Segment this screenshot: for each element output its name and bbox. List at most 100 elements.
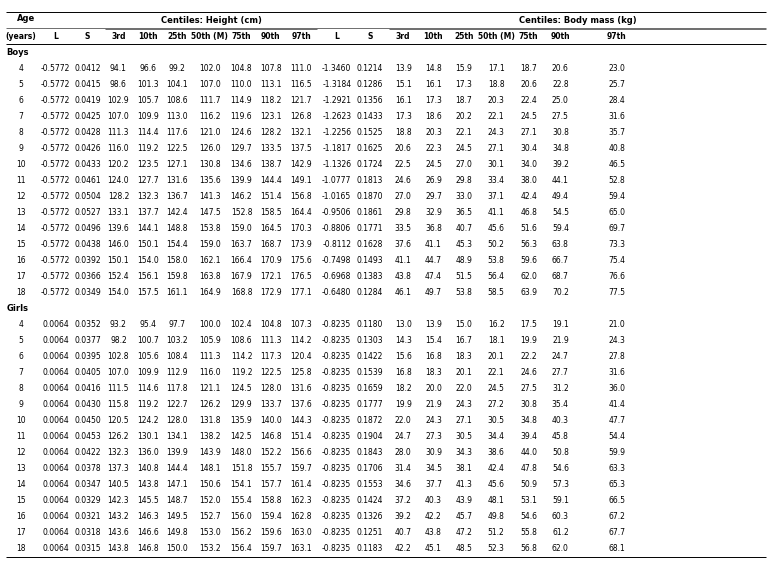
Text: 143.9: 143.9 — [199, 448, 221, 457]
Text: 161.1: 161.1 — [166, 288, 188, 297]
Text: 66.7: 66.7 — [552, 256, 569, 265]
Text: 27.2: 27.2 — [488, 400, 505, 409]
Text: 110.0: 110.0 — [231, 80, 252, 89]
Text: 155.7: 155.7 — [260, 464, 282, 473]
Text: 65.0: 65.0 — [608, 208, 625, 217]
Text: 0.1383: 0.1383 — [357, 272, 383, 281]
Text: 12: 12 — [16, 192, 26, 201]
Text: 19.1: 19.1 — [552, 320, 569, 329]
Text: -0.8235: -0.8235 — [322, 416, 351, 425]
Text: 143.8: 143.8 — [108, 544, 129, 553]
Text: -0.8235: -0.8235 — [322, 512, 351, 521]
Text: 20.2: 20.2 — [455, 112, 472, 121]
Text: 63.3: 63.3 — [608, 464, 625, 473]
Text: 123.5: 123.5 — [137, 160, 159, 169]
Text: 19.9: 19.9 — [520, 336, 537, 345]
Text: -0.8235: -0.8235 — [322, 432, 351, 441]
Text: 154.0: 154.0 — [108, 288, 129, 297]
Text: 47.8: 47.8 — [520, 464, 537, 473]
Text: 133.5: 133.5 — [260, 144, 282, 153]
Text: 10: 10 — [16, 416, 26, 425]
Text: 159.4: 159.4 — [260, 512, 282, 521]
Text: 102.0: 102.0 — [199, 64, 221, 73]
Text: 46.8: 46.8 — [520, 208, 537, 217]
Text: 54.4: 54.4 — [608, 432, 625, 441]
Text: 124.0: 124.0 — [108, 176, 129, 185]
Text: 164.5: 164.5 — [260, 224, 282, 233]
Text: 0.0064: 0.0064 — [43, 512, 69, 521]
Text: 5: 5 — [19, 336, 23, 345]
Text: 0.0064: 0.0064 — [43, 336, 69, 345]
Text: 114.4: 114.4 — [137, 128, 159, 137]
Text: 0.0392: 0.0392 — [74, 256, 101, 265]
Text: 0.1303: 0.1303 — [357, 336, 383, 345]
Text: 22.1: 22.1 — [455, 128, 472, 137]
Text: 0.0496: 0.0496 — [74, 224, 101, 233]
Text: 30.5: 30.5 — [455, 432, 472, 441]
Text: 4: 4 — [19, 64, 23, 73]
Text: 27.0: 27.0 — [455, 160, 472, 169]
Text: 38.1: 38.1 — [455, 464, 472, 473]
Text: 90th: 90th — [261, 32, 281, 41]
Text: 16.1: 16.1 — [425, 80, 442, 89]
Text: 52.3: 52.3 — [488, 544, 505, 553]
Text: 124.2: 124.2 — [137, 416, 159, 425]
Text: 52.8: 52.8 — [608, 176, 625, 185]
Text: 59.9: 59.9 — [608, 448, 625, 457]
Text: 18.8: 18.8 — [488, 80, 505, 89]
Text: 121.0: 121.0 — [199, 128, 221, 137]
Text: 157.7: 157.7 — [260, 480, 282, 489]
Text: 45.6: 45.6 — [488, 224, 505, 233]
Text: 21.0: 21.0 — [608, 320, 625, 329]
Text: 159.0: 159.0 — [199, 240, 221, 249]
Text: 18.3: 18.3 — [455, 352, 472, 361]
Text: 149.1: 149.1 — [290, 176, 312, 185]
Text: 152.2: 152.2 — [260, 448, 282, 457]
Text: 17.3: 17.3 — [425, 96, 442, 105]
Text: 24.5: 24.5 — [520, 112, 537, 121]
Text: 20.6: 20.6 — [520, 80, 537, 89]
Text: 121.7: 121.7 — [290, 96, 312, 105]
Text: Centiles: Height (cm): Centiles: Height (cm) — [161, 16, 262, 25]
Text: 43.9: 43.9 — [455, 496, 472, 505]
Text: 150.0: 150.0 — [166, 544, 188, 553]
Text: 173.9: 173.9 — [290, 240, 312, 249]
Text: 13.9: 13.9 — [425, 320, 442, 329]
Text: 27.0: 27.0 — [395, 192, 412, 201]
Text: 149.5: 149.5 — [166, 512, 188, 521]
Text: 46.5: 46.5 — [608, 160, 625, 169]
Text: 98.2: 98.2 — [110, 336, 127, 345]
Text: 16.7: 16.7 — [455, 336, 472, 345]
Text: Boys: Boys — [6, 48, 29, 57]
Text: 48.9: 48.9 — [455, 256, 472, 265]
Text: 24.5: 24.5 — [455, 144, 472, 153]
Text: 0.0378: 0.0378 — [74, 464, 101, 473]
Text: 24.3: 24.3 — [455, 400, 472, 409]
Text: 0.0453: 0.0453 — [74, 432, 101, 441]
Text: 36.0: 36.0 — [608, 384, 625, 393]
Text: 103.2: 103.2 — [166, 336, 188, 345]
Text: 34.4: 34.4 — [488, 432, 505, 441]
Text: 163.8: 163.8 — [199, 272, 221, 281]
Text: 22.8: 22.8 — [552, 80, 569, 89]
Text: 47.2: 47.2 — [455, 528, 472, 537]
Text: -0.8235: -0.8235 — [322, 496, 351, 505]
Text: 67.7: 67.7 — [608, 528, 625, 537]
Text: 0.1539: 0.1539 — [357, 368, 383, 377]
Text: 0.0461: 0.0461 — [74, 176, 101, 185]
Text: 50.9: 50.9 — [520, 480, 537, 489]
Text: 16.2: 16.2 — [488, 320, 505, 329]
Text: 50th (M): 50th (M) — [191, 32, 228, 41]
Text: 163.0: 163.0 — [290, 528, 312, 537]
Text: 27.5: 27.5 — [552, 112, 569, 121]
Text: 38.0: 38.0 — [520, 176, 537, 185]
Text: 15.9: 15.9 — [455, 64, 472, 73]
Text: 34.0: 34.0 — [520, 160, 537, 169]
Text: 39.4: 39.4 — [520, 432, 537, 441]
Text: 35.7: 35.7 — [608, 128, 625, 137]
Text: 14: 14 — [16, 480, 26, 489]
Text: 42.2: 42.2 — [395, 544, 412, 553]
Text: 139.9: 139.9 — [231, 176, 252, 185]
Text: 146.2: 146.2 — [231, 192, 252, 201]
Text: 143.2: 143.2 — [108, 512, 129, 521]
